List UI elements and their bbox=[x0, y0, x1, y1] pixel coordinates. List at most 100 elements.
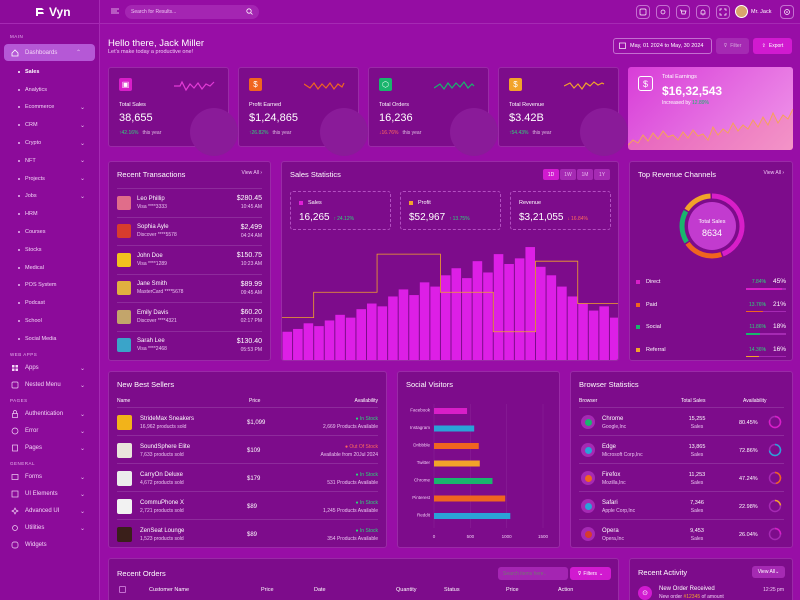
menu-toggle-icon[interactable] bbox=[110, 6, 120, 18]
channel-row-direct[interactable]: Direct ↑ 7.84% 45% bbox=[636, 274, 786, 294]
sales-bar[interactable] bbox=[303, 323, 314, 360]
sales-bar[interactable] bbox=[451, 268, 462, 360]
submenu-item-social-media[interactable]: Social Media bbox=[0, 330, 99, 348]
transaction-row[interactable]: Jane Smith MasterCard ****5678 $89.99 09:45… bbox=[117, 273, 262, 302]
range-tab-1m[interactable]: 1M bbox=[577, 169, 593, 180]
sales-bar[interactable] bbox=[557, 286, 567, 360]
date-range-picker[interactable]: May, 01 2024 to May, 30 2024 bbox=[613, 38, 712, 54]
orders-search[interactable] bbox=[498, 567, 568, 580]
export-button[interactable]: ⇪ Export bbox=[753, 38, 792, 54]
browser-row[interactable]: Safari Apple Corp,Inc 7,346 Sales 22.98% bbox=[579, 491, 784, 519]
transaction-row[interactable]: Sarah Lee Visa ****2468 $130.40 05:53 PM bbox=[117, 330, 262, 359]
transaction-row[interactable]: Sophia Ayle Discover ****5578 $2,499 04:24 … bbox=[117, 216, 262, 245]
filter-button[interactable]: ⊽ Filter bbox=[716, 38, 749, 54]
nav-dashboards[interactable]: Dashboards ⌃ bbox=[4, 44, 95, 61]
social-bar-instagram[interactable] bbox=[434, 425, 475, 432]
avatar[interactable] bbox=[735, 5, 748, 18]
social-bar-twitter[interactable] bbox=[434, 460, 480, 467]
submenu-item-pos-system[interactable]: POS System bbox=[0, 277, 99, 295]
submenu-item-courses[interactable]: Courses bbox=[0, 223, 99, 241]
sales-bar[interactable] bbox=[609, 317, 619, 360]
sales-bar[interactable] bbox=[504, 264, 514, 360]
submenu-item-analytics[interactable]: Analytics bbox=[0, 81, 99, 99]
brand-logo[interactable]: Vyn bbox=[0, 0, 99, 24]
browser-row[interactable]: Edge Microsoft Corp,Inc 13,865 Sales 72.86% bbox=[579, 435, 784, 463]
search-icon[interactable] bbox=[246, 8, 253, 17]
donut-slice-referral[interactable] bbox=[684, 193, 711, 212]
social-bar-chrome[interactable] bbox=[434, 478, 493, 484]
nav-apps[interactable]: Apps ⌄ bbox=[0, 360, 99, 377]
social-bar-dribbble[interactable] bbox=[434, 443, 479, 449]
submenu-item-crm[interactable]: CRM ⌄ bbox=[0, 116, 99, 134]
activity-order-id[interactable]: #12345 bbox=[683, 594, 701, 600]
channel-row-paid[interactable]: Paid ↑ 13.76% 21% bbox=[636, 297, 786, 317]
fullscreen-icon[interactable] bbox=[716, 5, 730, 19]
nav-widgets[interactable]: Widgets bbox=[0, 537, 99, 554]
sales-bar[interactable] bbox=[388, 296, 398, 360]
seller-row[interactable]: SoundSphere Elite 7,633 products sold $109… bbox=[117, 435, 378, 463]
nav-ui-elements[interactable]: UI Elements ⌄ bbox=[0, 486, 99, 503]
submenu-item-stocks[interactable]: Stocks bbox=[0, 241, 99, 259]
transactions-view-all[interactable]: View All › bbox=[241, 170, 262, 176]
nav-utilities[interactable]: Utilities ⌄ bbox=[0, 520, 99, 537]
sales-bar[interactable] bbox=[472, 261, 483, 360]
submenu-item-nft[interactable]: NFT ⌄ bbox=[0, 152, 99, 170]
activity-view-all[interactable]: View All ⌄ bbox=[752, 566, 785, 578]
submenu-item-jobs[interactable]: Jobs ⌄ bbox=[0, 188, 99, 206]
select-all-checkbox[interactable] bbox=[119, 586, 126, 593]
sales-bar[interactable] bbox=[546, 275, 557, 360]
channel-row-social[interactable]: Social ↑ 11.86% 18% bbox=[636, 319, 786, 339]
search-input[interactable] bbox=[131, 9, 241, 15]
transaction-row[interactable]: John Doe Visa ****1289 $150.75 10:23 AM bbox=[117, 245, 262, 273]
settings-gear-icon[interactable] bbox=[780, 5, 794, 19]
sales-bar[interactable] bbox=[462, 278, 472, 360]
sales-bar[interactable] bbox=[282, 331, 293, 360]
donut-slice-direct[interactable] bbox=[711, 193, 745, 257]
sales-bar[interactable] bbox=[367, 303, 377, 360]
sales-bar[interactable] bbox=[398, 289, 409, 360]
sales-bar[interactable] bbox=[440, 275, 451, 360]
orders-search-input[interactable] bbox=[503, 570, 563, 577]
submenu-item-podcast[interactable]: Podcast bbox=[0, 294, 99, 312]
user-name[interactable]: Mr. Jack bbox=[751, 9, 772, 15]
sales-bar[interactable] bbox=[536, 266, 546, 360]
cart-icon[interactable] bbox=[676, 5, 690, 19]
orders-filters-button[interactable]: ⊽ Filters ⌄ bbox=[570, 567, 611, 580]
submenu-item-school[interactable]: School bbox=[0, 312, 99, 330]
sales-bar[interactable] bbox=[493, 254, 504, 360]
range-tab-1w[interactable]: 1W bbox=[560, 169, 576, 180]
social-bar-facebook[interactable] bbox=[434, 408, 468, 414]
range-tab-1y[interactable]: 1Y bbox=[594, 169, 610, 180]
nav-authentication[interactable]: Authentication ⌄ bbox=[0, 406, 99, 423]
donut-slice-social[interactable] bbox=[679, 209, 689, 244]
sales-bar[interactable] bbox=[567, 296, 578, 360]
seller-row[interactable]: CarryOn Deluxe 4,672 products sold $179 ● I… bbox=[117, 463, 378, 491]
social-bar-reddit[interactable] bbox=[434, 513, 511, 519]
transaction-row[interactable]: Leo Phillip Visa ****3333 $280.45 10:45 AM bbox=[117, 188, 262, 216]
sales-bar[interactable] bbox=[314, 326, 324, 360]
submenu-item-crypto[interactable]: Crypto ⌄ bbox=[0, 134, 99, 152]
channel-row-referral[interactable]: Referral ↑ 14.36% 16% bbox=[636, 342, 786, 361]
channels-view-all[interactable]: View All › bbox=[763, 170, 784, 176]
sales-bar[interactable] bbox=[345, 317, 356, 360]
submenu-item-medical[interactable]: Medical bbox=[0, 259, 99, 277]
search-bar[interactable] bbox=[125, 5, 259, 19]
sales-bar[interactable] bbox=[525, 247, 535, 360]
submenu-item-hrm[interactable]: HRM bbox=[0, 205, 99, 223]
sales-bar[interactable] bbox=[377, 306, 388, 360]
browser-row[interactable]: Firefox Mozilla,Inc 11,253 Sales 47.24% bbox=[579, 463, 784, 491]
seller-row[interactable]: CommuPhone X 2,721 products sold $89 ● In S… bbox=[117, 491, 378, 519]
sales-bar[interactable] bbox=[409, 295, 419, 360]
sales-bar[interactable] bbox=[293, 328, 303, 360]
social-bar-pinterest[interactable] bbox=[434, 495, 506, 502]
sales-bar[interactable] bbox=[430, 286, 440, 360]
sales-bar[interactable] bbox=[324, 320, 335, 360]
seller-row[interactable]: StrideMax Sneakers 16,962 products sold $1… bbox=[117, 407, 378, 435]
submenu-item-projects[interactable]: Projects ⌄ bbox=[0, 170, 99, 188]
nav-forms[interactable]: Forms ⌄ bbox=[0, 469, 99, 486]
submenu-item-ecommerce[interactable]: Ecommerce ⌄ bbox=[0, 99, 99, 117]
language-icon[interactable] bbox=[636, 5, 650, 19]
transaction-row[interactable]: Emily Davis Discover ****4321 $60.20 02:17 … bbox=[117, 302, 262, 330]
seller-row[interactable]: ZenSeat Lounge 1,523 products sold $89 ● In… bbox=[117, 519, 378, 547]
sales-bar[interactable] bbox=[419, 282, 430, 360]
